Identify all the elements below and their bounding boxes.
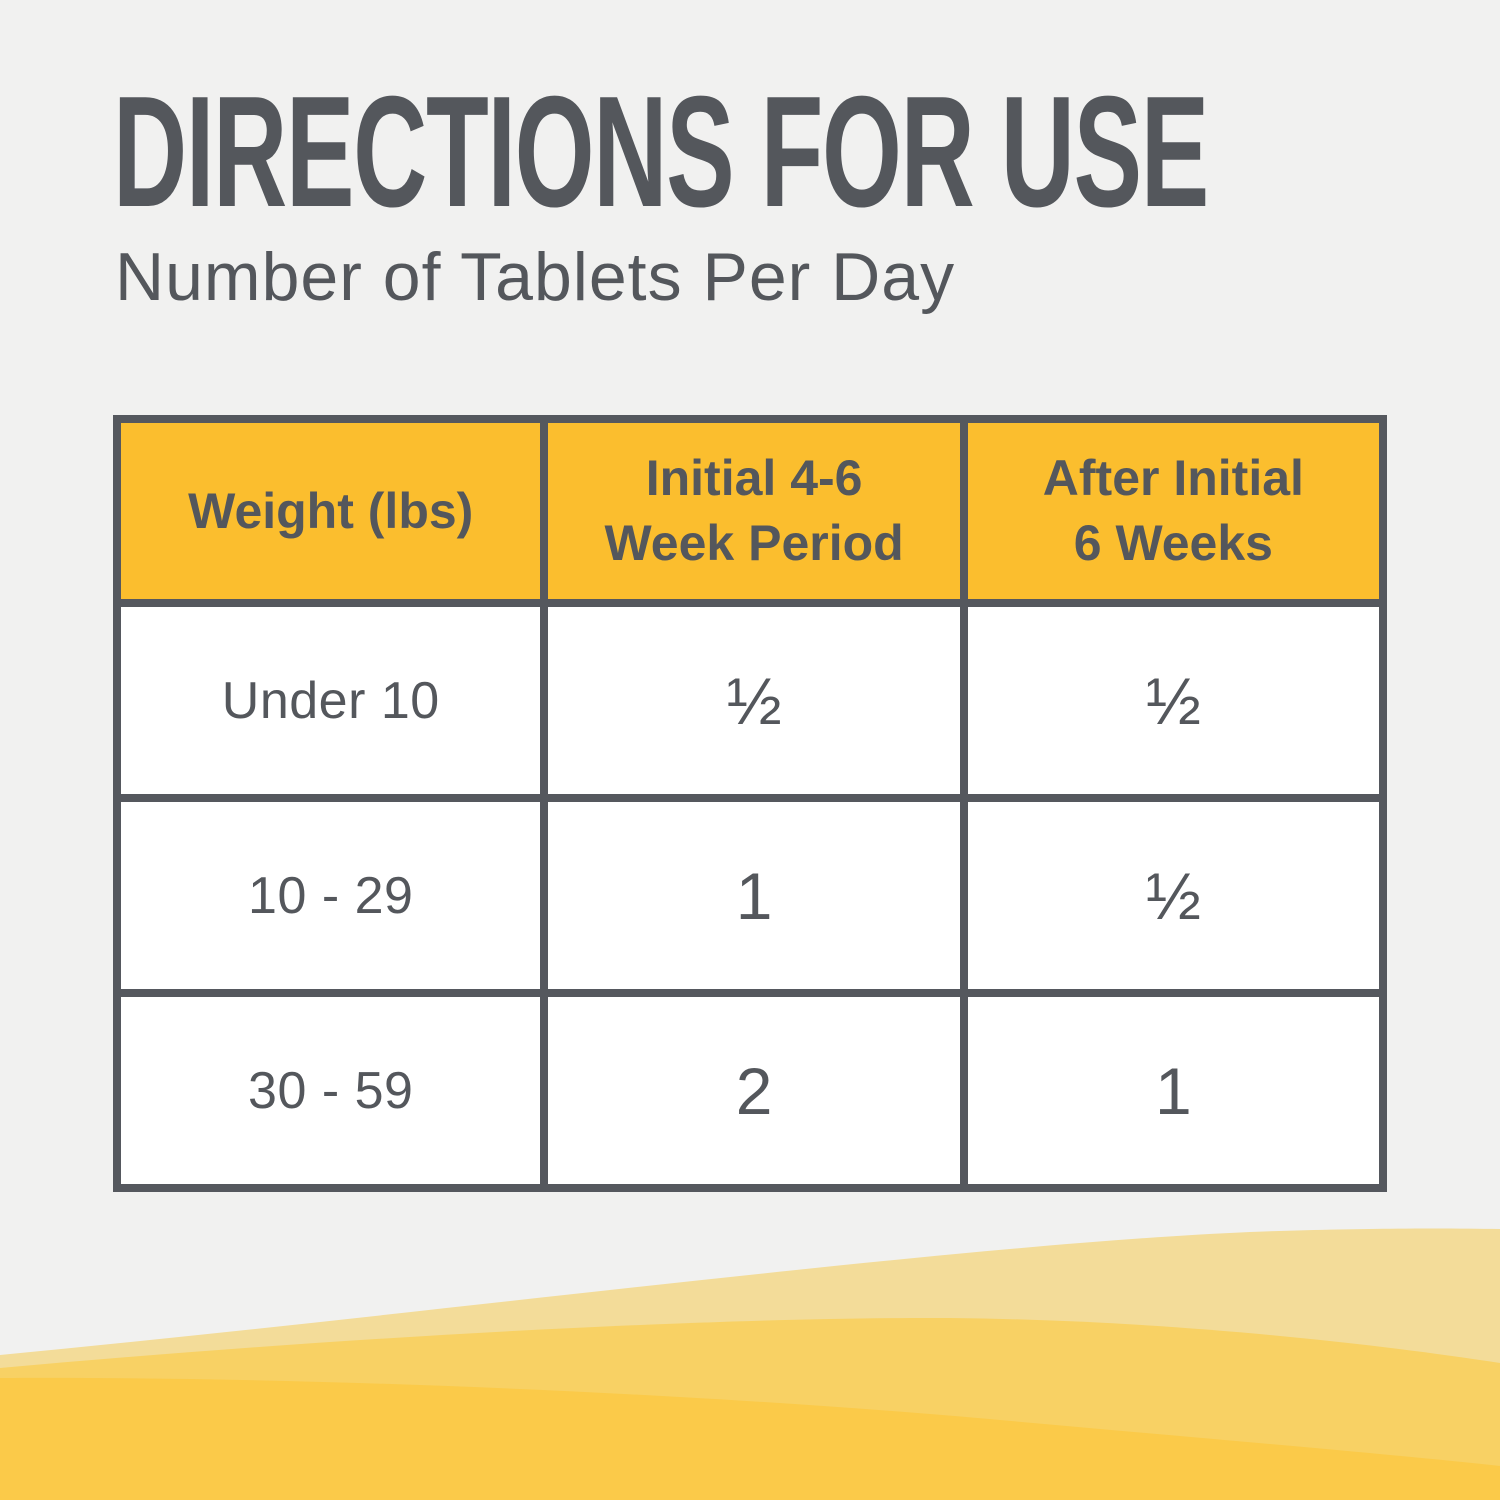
table-cell-after-row3: 1: [967, 997, 1379, 1184]
header-line: 6 Weeks: [1073, 515, 1273, 571]
header-line: Initial 4-6: [645, 450, 863, 506]
page-title: DIRECTIONS FOR USE: [113, 64, 1209, 240]
table-cell-after-row2: ½: [967, 802, 1379, 989]
table-cell-initial-row2: 1: [548, 802, 960, 989]
table-cell-initial-row1: ½: [548, 607, 960, 794]
wave-main-band: [0, 1377, 1500, 1500]
table-cell-weight-row3: 30 - 59: [121, 997, 541, 1184]
header-line: Week Period: [604, 515, 904, 571]
table-cell-weight-row1: Under 10: [121, 607, 541, 794]
page-subtitle: Number of Tablets Per Day: [115, 239, 956, 315]
table-cell-initial-row3: 2: [548, 997, 960, 1184]
table-header-after-initial: After Initial 6 Weeks: [967, 423, 1379, 599]
table-header-initial-period: Initial 4-6 Week Period: [548, 423, 960, 599]
header-line: After Initial: [1042, 450, 1304, 506]
table-cell-weight-row2: 10 - 29: [121, 802, 541, 989]
header-line: Weight (lbs): [188, 482, 474, 539]
decorative-waves: [0, 1228, 1500, 1500]
table-header-weight: Weight (lbs): [121, 423, 541, 599]
table-cell-after-row1: ½: [967, 607, 1379, 794]
dosage-table: Weight (lbs) Initial 4-6 Week Period Afte…: [113, 415, 1387, 1192]
